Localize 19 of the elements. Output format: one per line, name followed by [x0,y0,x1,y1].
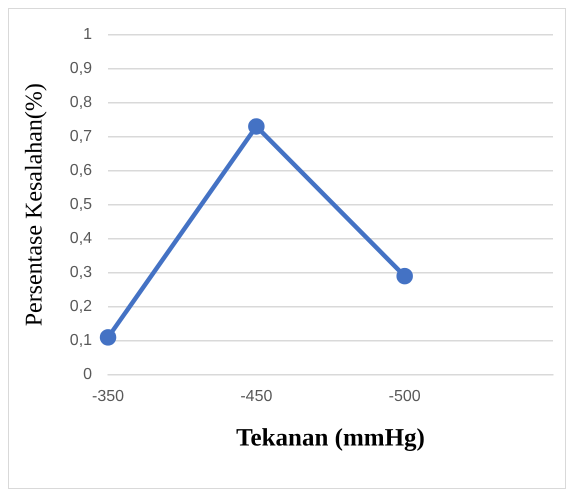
x-tick-label: -350 [92,388,124,405]
point [396,268,413,284]
x-tick-label: -450 [240,388,272,405]
y-tick-label: 0,4 [70,230,92,248]
y-tick-label: 0,1 [70,332,92,350]
y-tick-label: 0,5 [70,196,92,214]
y-axis-title: Persentase Kesalahan(%) [22,83,48,326]
y-tick-label: 0,3 [70,264,92,282]
y-tick-label: 0,8 [70,94,92,112]
y-tick-label: 0,6 [70,162,92,180]
point [100,329,116,346]
y-tick-label: 0,9 [70,60,92,78]
point [248,118,265,135]
y-tick-label: 0,2 [70,298,92,316]
x-tick-label: -500 [388,388,421,405]
x-axis-title: Tekanan (mmHg) [236,424,425,452]
y-tick-label: 0 [83,366,92,384]
y-tick-label: 0,7 [70,128,92,146]
y-tick-label: 1 [83,26,92,44]
